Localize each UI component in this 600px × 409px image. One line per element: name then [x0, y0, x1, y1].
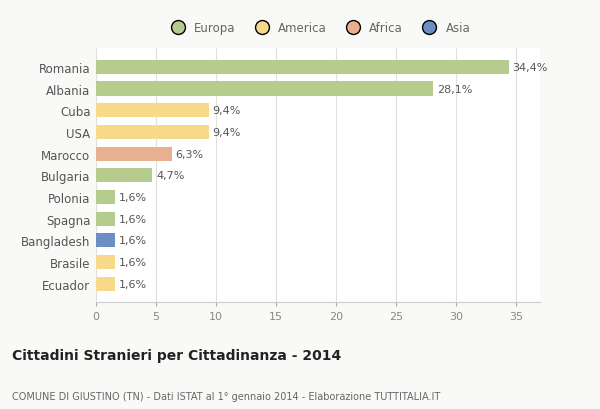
Bar: [96, 212, 115, 226]
Bar: [96, 104, 209, 118]
Bar: [96, 126, 209, 139]
Bar: [96, 255, 115, 270]
Text: 9,4%: 9,4%: [212, 106, 241, 116]
Bar: [96, 147, 172, 161]
Text: 4,7%: 4,7%: [156, 171, 184, 181]
Text: 1,6%: 1,6%: [119, 279, 147, 289]
Bar: [96, 61, 509, 75]
Bar: [96, 234, 115, 248]
Text: 1,6%: 1,6%: [119, 236, 147, 246]
Bar: [96, 191, 115, 204]
Bar: [96, 82, 433, 97]
Text: COMUNE DI GIUSTINO (TN) - Dati ISTAT al 1° gennaio 2014 - Elaborazione TUTTITALI: COMUNE DI GIUSTINO (TN) - Dati ISTAT al …: [12, 391, 440, 401]
Text: 28,1%: 28,1%: [437, 84, 472, 94]
Text: 1,6%: 1,6%: [119, 257, 147, 267]
Legend: Europa, America, Africa, Asia: Europa, America, Africa, Asia: [163, 20, 473, 37]
Text: Cittadini Stranieri per Cittadinanza - 2014: Cittadini Stranieri per Cittadinanza - 2…: [12, 348, 341, 362]
Text: 1,6%: 1,6%: [119, 193, 147, 202]
Text: 34,4%: 34,4%: [512, 63, 548, 73]
Text: 1,6%: 1,6%: [119, 214, 147, 224]
Text: 9,4%: 9,4%: [212, 128, 241, 137]
Bar: [96, 277, 115, 291]
Bar: [96, 169, 152, 183]
Text: 6,3%: 6,3%: [175, 149, 203, 159]
